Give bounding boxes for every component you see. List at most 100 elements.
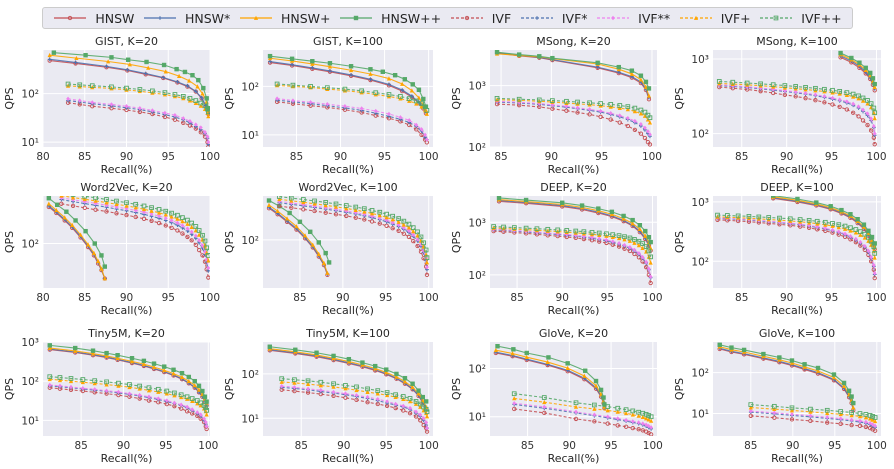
data-point (598, 101, 604, 106)
data-point (375, 396, 380, 402)
data-point (407, 396, 413, 401)
data-point (333, 204, 339, 209)
data-point (400, 394, 406, 399)
x-tick-label: 90 (336, 292, 349, 304)
data-point (421, 96, 426, 102)
data-point (69, 384, 73, 390)
data-point (90, 100, 95, 105)
series-ivf (494, 101, 653, 147)
data-point (198, 103, 203, 108)
data-point (542, 399, 547, 405)
data-point (621, 216, 626, 221)
data-point (189, 229, 194, 235)
data-point (841, 383, 847, 388)
data-point (415, 237, 420, 242)
data-point (573, 404, 579, 409)
series-group (717, 342, 878, 433)
data-point (646, 93, 652, 98)
data-point (189, 238, 194, 243)
data-point (415, 233, 420, 238)
data-point (205, 253, 210, 258)
data-point (843, 231, 847, 237)
data-point (70, 203, 76, 209)
data-point (266, 202, 272, 208)
series-ivf-plus-plus (70, 196, 210, 258)
data-point (872, 142, 877, 147)
data-point (851, 400, 856, 406)
data-point (836, 222, 842, 228)
data-point (290, 62, 294, 67)
x-tick-label: 90 (120, 151, 133, 163)
data-point (196, 77, 201, 83)
data-point (853, 230, 858, 235)
data-point (162, 367, 167, 373)
data-point (70, 222, 75, 227)
data-point (831, 375, 837, 380)
data-point (582, 373, 587, 378)
data-point (150, 88, 155, 94)
legend-item-ivf-star-star: IVF** (596, 11, 670, 26)
data-point (640, 414, 645, 420)
x-tick-label: 100 (642, 292, 662, 304)
series-group (266, 196, 430, 278)
data-point (58, 383, 62, 389)
data-point (83, 53, 88, 58)
data-point (637, 251, 641, 256)
series-line (493, 225, 652, 258)
y-axis-label: QPS (450, 231, 463, 253)
data-point (637, 223, 643, 228)
data-point (276, 196, 282, 199)
data-point (419, 101, 424, 107)
data-point (65, 81, 71, 87)
data-point (573, 400, 579, 406)
data-point (47, 382, 52, 388)
data-point (127, 391, 132, 396)
x-tick-label: 85 (78, 292, 91, 304)
x-tick-label: 100 (200, 292, 220, 304)
data-point (647, 120, 653, 125)
data-point (384, 215, 389, 220)
data-point (870, 76, 876, 81)
data-point (413, 401, 419, 406)
data-point (866, 248, 871, 254)
series-hnsw-plus-plus (46, 196, 107, 269)
data-point (169, 210, 174, 216)
data-point (643, 125, 647, 131)
data-point (396, 219, 401, 224)
data-point (206, 265, 210, 271)
data-point (68, 376, 74, 381)
y-tick-label: 10³ (468, 81, 486, 93)
data-point (59, 196, 64, 198)
data-point (370, 214, 374, 219)
data-point (565, 361, 570, 366)
data-point (324, 85, 330, 91)
data-point (407, 411, 413, 416)
data-point (555, 227, 561, 233)
data-point (353, 207, 358, 212)
y-tick-label: 10² (21, 89, 39, 101)
data-point (180, 218, 185, 224)
x-tick-label: 80 (36, 292, 49, 304)
data-point (202, 416, 206, 421)
subplot-glove-k-20: 85 90 95 100 10¹ 10² GloVe, K=20 Recall(%) QPS (450, 327, 663, 465)
legend-swatch (450, 15, 483, 21)
data-point (62, 215, 67, 220)
data-point (623, 424, 629, 429)
data-point (869, 116, 874, 121)
y-axis-label: QPS (673, 87, 686, 109)
data-point (310, 242, 315, 247)
data-point (640, 245, 645, 251)
data-point (180, 223, 185, 228)
y-tick-label: 10² (468, 142, 486, 154)
data-point (106, 59, 111, 64)
x-tick-label: 90 (563, 440, 576, 452)
data-point (494, 50, 500, 55)
data-point (279, 376, 285, 382)
data-point (172, 390, 177, 396)
data-point (872, 81, 877, 87)
data-point (793, 84, 799, 89)
data-point (373, 90, 379, 96)
y-tick-label: 10² (21, 376, 39, 388)
data-point (501, 224, 506, 230)
data-point (104, 350, 109, 356)
